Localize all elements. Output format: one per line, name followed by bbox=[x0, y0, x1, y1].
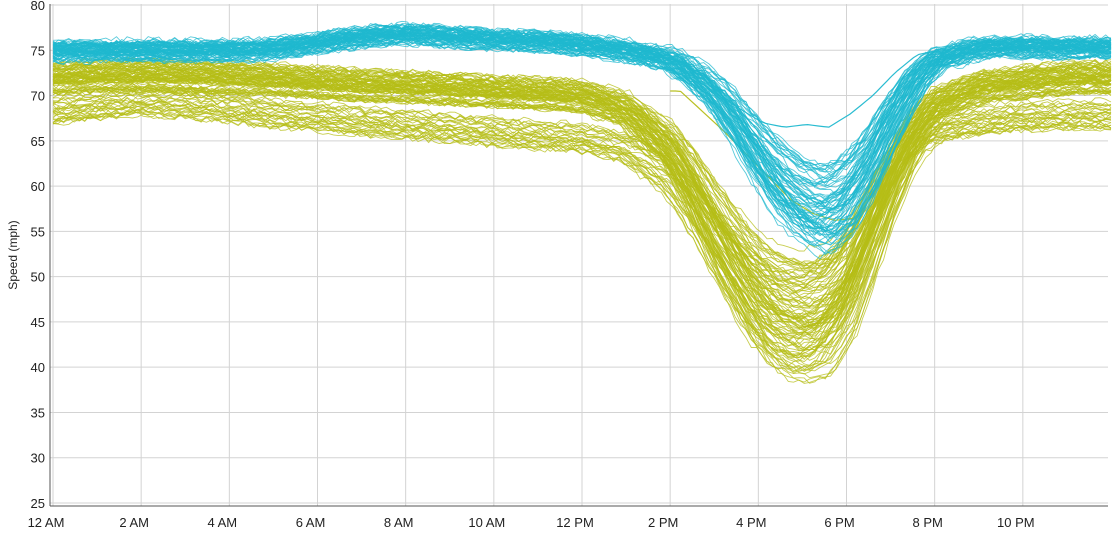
y-tick-label: 25 bbox=[31, 496, 45, 511]
y-tick-labels: 25 30 35 40 45 50 55 60 65 70 75 80 bbox=[31, 0, 45, 511]
series-line-olive-main bbox=[52, 56, 1112, 265]
x-tick-label: 12 PM bbox=[556, 515, 594, 530]
series-line-olive-low bbox=[52, 108, 1112, 318]
series-line-olive-main bbox=[52, 57, 1112, 351]
series-line-olive-main bbox=[52, 62, 1112, 342]
y-tick-label: 35 bbox=[31, 405, 45, 420]
x-tick-label: 2 PM bbox=[648, 515, 678, 530]
x-tick-label: 4 PM bbox=[736, 515, 766, 530]
y-tick-label: 55 bbox=[31, 224, 45, 239]
series-line-cyan bbox=[52, 29, 1112, 235]
y-tick-label: 65 bbox=[31, 134, 45, 149]
x-tick-labels: 12 AM 2 AM 4 AM 6 AM 8 AM 10 AM 12 PM 2 PM 4 PM 6… bbox=[28, 515, 1035, 530]
series-lines bbox=[52, 20, 1112, 384]
series-line-cyan bbox=[52, 23, 1112, 235]
series-line-cyan bbox=[52, 39, 1112, 237]
x-tick-label: 2 AM bbox=[119, 515, 149, 530]
series-line-cyan bbox=[52, 33, 1112, 187]
series-line-olive-main bbox=[52, 81, 1112, 384]
y-tick-label: 40 bbox=[31, 360, 45, 375]
y-tick-label: 80 bbox=[31, 0, 45, 13]
y-tick-label: 45 bbox=[31, 315, 45, 330]
x-tick-label: 10 PM bbox=[997, 515, 1035, 530]
series-line-olive-main bbox=[52, 84, 1112, 321]
x-tick-label: 8 AM bbox=[384, 515, 414, 530]
series-line-olive-main bbox=[52, 86, 1112, 330]
series-line-olive-main bbox=[52, 76, 1112, 297]
series-line-olive-main bbox=[52, 69, 1112, 267]
series-line-olive-main bbox=[52, 67, 1112, 320]
axes bbox=[49, 4, 1108, 507]
y-axis-label: Speed (mph) bbox=[6, 220, 20, 289]
series-line-olive-low bbox=[52, 113, 1112, 331]
series-line-olive-main bbox=[52, 86, 1112, 319]
series-line-cyan bbox=[52, 24, 1112, 225]
y-tick-label: 30 bbox=[31, 451, 45, 466]
series-line-cyan bbox=[52, 35, 1112, 223]
x-tick-label: 10 AM bbox=[468, 515, 505, 530]
series-line-olive-low bbox=[52, 99, 1112, 331]
x-tick-label: 6 PM bbox=[824, 515, 854, 530]
series-line-olive-low bbox=[52, 111, 1112, 338]
series-line-olive-main bbox=[52, 74, 1112, 324]
y-tick-label: 50 bbox=[31, 270, 45, 285]
series-line-olive-low bbox=[52, 103, 1112, 341]
x-tick-label: 8 PM bbox=[912, 515, 942, 530]
series-line-cyan bbox=[52, 36, 1112, 210]
series-line-cyan-outlier bbox=[670, 50, 935, 128]
y-tick-label: 75 bbox=[31, 43, 45, 58]
series-line-olive-main bbox=[52, 71, 1112, 372]
series-line-olive-low bbox=[52, 87, 1112, 280]
x-tick-label: 6 AM bbox=[296, 515, 326, 530]
y-tick-label: 60 bbox=[31, 179, 45, 194]
x-tick-label: 4 AM bbox=[208, 515, 238, 530]
y-tick-label: 70 bbox=[31, 89, 45, 104]
series-line-cyan bbox=[52, 31, 1112, 244]
series-line-olive-low bbox=[52, 108, 1112, 379]
x-tick-label: 12 AM bbox=[28, 515, 65, 530]
series-line-cyan bbox=[52, 23, 1112, 227]
